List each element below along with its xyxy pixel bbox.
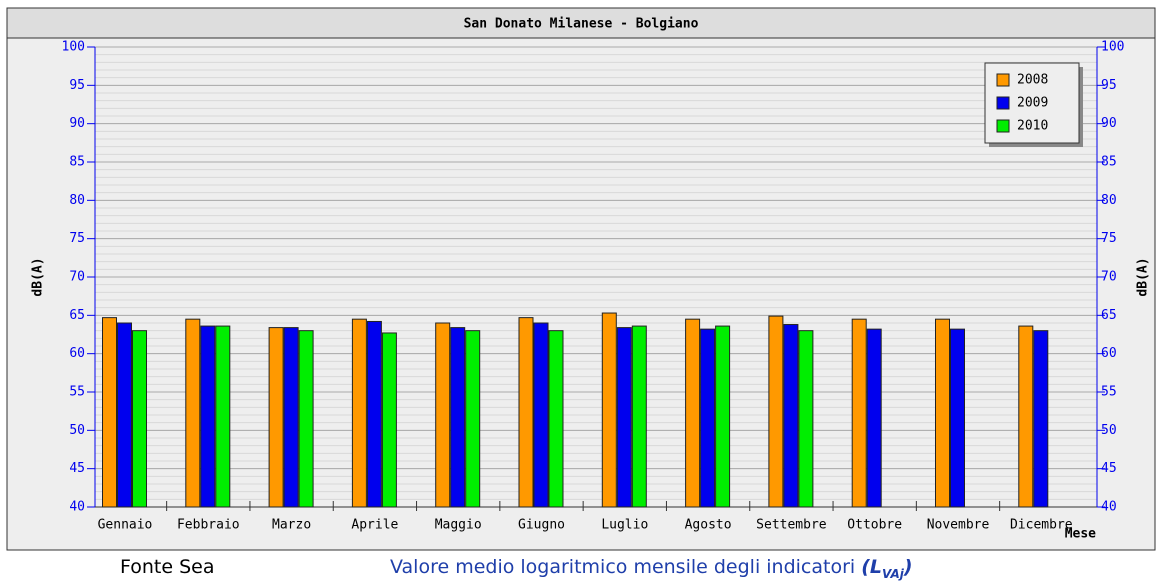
x-tick-label: Novembre (927, 518, 990, 533)
y-tick-label: 60 (69, 346, 85, 361)
bar (950, 328, 965, 508)
y-tick-label: 45 (69, 461, 85, 476)
bar (518, 317, 534, 508)
bar (768, 315, 784, 508)
title-bar (6, 7, 1156, 39)
y2-tick-label: 50 (1101, 423, 1117, 438)
x-tick-label: Luglio (601, 518, 648, 533)
x-tick-label: Settembre (756, 518, 827, 533)
y2-tick-label: 60 (1101, 346, 1117, 361)
bar (685, 318, 701, 508)
bar (283, 327, 299, 508)
bar (1018, 325, 1034, 508)
bar (798, 330, 814, 508)
bar (351, 318, 367, 508)
caption-close: ) (903, 556, 913, 578)
bar (465, 330, 481, 508)
legend-label: 2008 (1017, 73, 1048, 88)
x-tick-label: Agosto (685, 518, 732, 533)
bar (268, 327, 284, 508)
bar (616, 327, 632, 508)
bar (851, 318, 867, 508)
bar (215, 325, 231, 508)
legend-label: 2009 (1017, 96, 1048, 111)
caption-text: Valore medio logaritmico mensile degli i… (390, 556, 856, 578)
x-tick-label: Gennaio (98, 518, 153, 533)
y2-tick-label: 95 (1101, 78, 1117, 93)
bar (200, 325, 216, 508)
bar (631, 325, 647, 508)
y2-tick-label: 55 (1101, 385, 1117, 400)
bar (298, 330, 314, 508)
y-tick-label: 40 (69, 500, 85, 515)
bar (185, 318, 201, 508)
legend-swatch (996, 73, 1010, 87)
y-tick-label: 55 (69, 385, 85, 400)
bar (1033, 330, 1049, 508)
y-tick-label: 70 (69, 270, 85, 285)
bar (102, 317, 117, 508)
y2-tick-label: 80 (1101, 193, 1117, 208)
y2-tick-label: 75 (1101, 231, 1117, 246)
legend-label: 2010 (1017, 119, 1048, 134)
bar (435, 322, 451, 508)
chart-title: San Donato Milanese - Bolgiano (464, 17, 699, 32)
y2-tick-label: 70 (1101, 270, 1117, 285)
x-tick-label: Aprile (351, 518, 398, 533)
y-tick-label: 75 (69, 231, 85, 246)
bar (450, 327, 466, 508)
bar (700, 328, 716, 508)
x-tick-label: Maggio (435, 518, 482, 533)
y2-tick-label: 85 (1101, 155, 1117, 170)
y2-tick-label: 45 (1101, 461, 1117, 476)
y2-axis-label: dB(A) (1136, 257, 1151, 296)
bar (117, 322, 132, 508)
bar (715, 325, 731, 508)
bar (366, 320, 382, 508)
caption-symbol: (L (861, 556, 883, 578)
bar (548, 330, 564, 508)
y-tick-label: 80 (69, 193, 85, 208)
y2-tick-label: 100 (1101, 40, 1124, 55)
y2-tick-label: 40 (1101, 500, 1117, 515)
y2-tick-label: 90 (1101, 116, 1117, 131)
x-tick-label: Febbraio (177, 518, 240, 533)
x-tick-label: Ottobre (847, 518, 902, 533)
bar (533, 322, 549, 508)
y-axis-label: dB(A) (31, 257, 46, 296)
y2-tick-label: 65 (1101, 308, 1117, 323)
x-tick-label: Marzo (272, 518, 311, 533)
caption-subscript: VAj (882, 566, 904, 581)
y-tick-label: 50 (69, 423, 85, 438)
bar (381, 332, 397, 508)
bar (783, 324, 799, 508)
x-axis-label: Mese (1065, 527, 1096, 542)
legend-swatch (996, 96, 1010, 110)
x-tick-label: Dicembre (1010, 518, 1073, 533)
source: Fonte Sea (120, 556, 215, 578)
bar (866, 328, 882, 508)
caption: Valore medio logaritmico mensile degli i… (390, 556, 913, 581)
y-tick-label: 85 (69, 155, 85, 170)
bar (132, 330, 147, 508)
chart: San Donato Milanese - Bolgiano dB(A) dB(… (6, 7, 1156, 551)
y-tick-label: 95 (69, 78, 85, 93)
y-tick-label: 90 (69, 116, 85, 131)
y-tick-label: 100 (62, 40, 85, 55)
bar (601, 312, 617, 508)
y-tick-label: 65 (69, 308, 85, 323)
legend-swatch (996, 119, 1010, 133)
bar (935, 318, 950, 508)
x-tick-label: Giugno (518, 518, 565, 533)
